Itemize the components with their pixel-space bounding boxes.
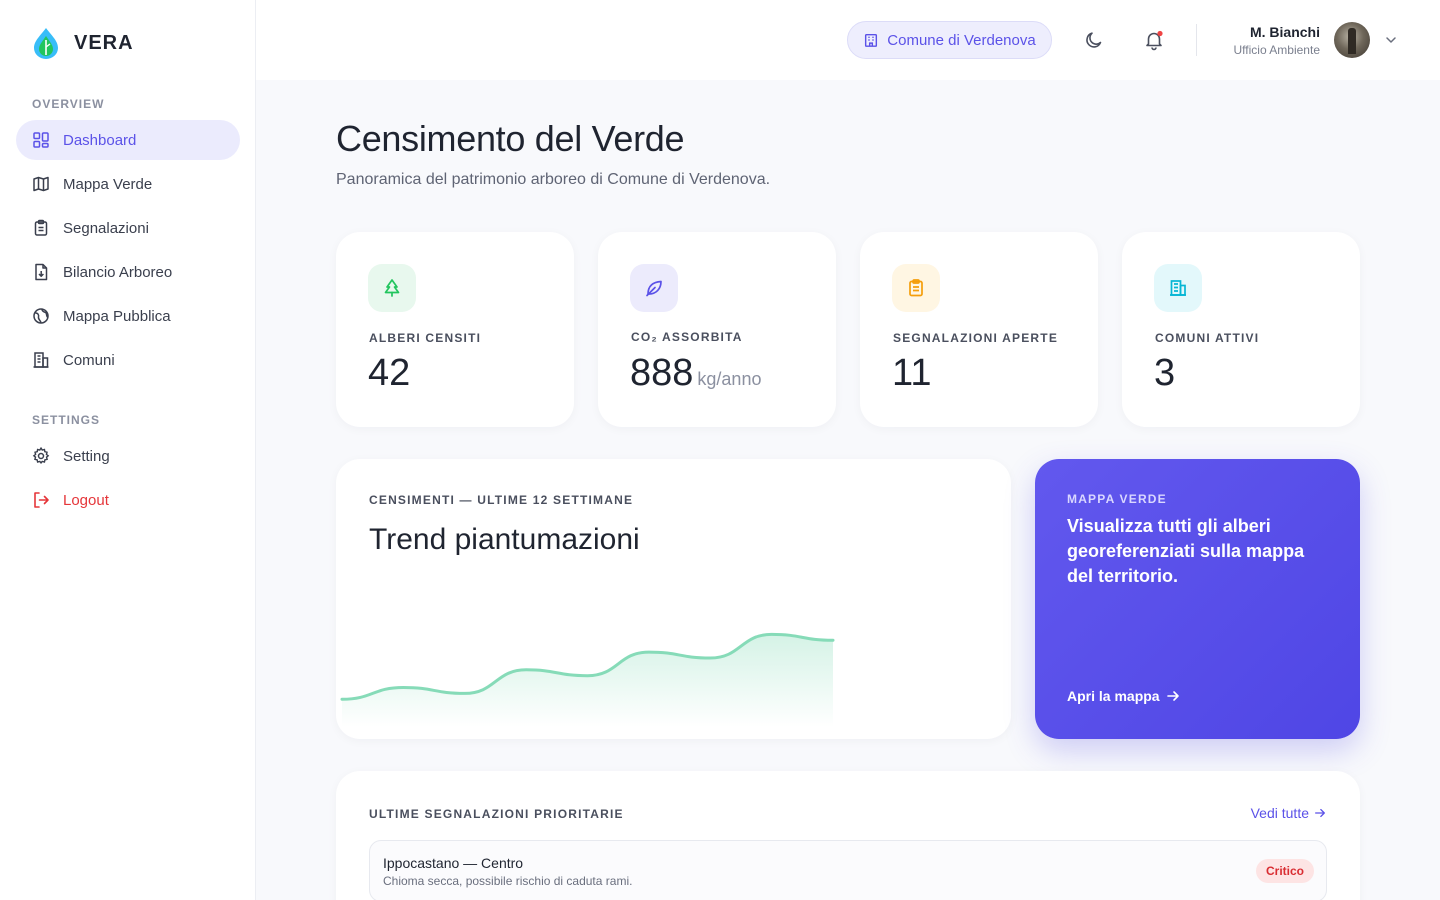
trend-area <box>342 634 833 727</box>
sidebar: VERA OVERVIEW Dashboard Mappa Verde Segn… <box>0 0 256 900</box>
section-overview: OVERVIEW <box>32 97 105 111</box>
report-desc: Chioma secca, possibile rischio di cadut… <box>383 874 633 888</box>
building-icon <box>1170 280 1186 296</box>
municipality-label: Comune di Verdenova <box>887 31 1036 49</box>
view-all-link[interactable]: Vedi tutte <box>1251 805 1326 821</box>
brand-name: VERA <box>74 31 134 54</box>
sidebar-item-bilancio-arboreo[interactable]: Bilancio Arboreo <box>16 252 240 292</box>
stat-value: 42 <box>368 352 411 394</box>
stat-icon-wrap <box>368 264 416 312</box>
header-divider <box>1196 24 1197 56</box>
municipality-selector[interactable]: Comune di Verdenova <box>847 21 1052 59</box>
building-icon <box>33 352 49 368</box>
sidebar-item-label: Segnalazioni <box>63 219 149 237</box>
sidebar-item-mappa-verde[interactable]: Mappa Verde <box>16 164 240 204</box>
map-promo-card[interactable]: MAPPA VERDE Visualizza tutti gli alberi … <box>1035 459 1360 739</box>
trend-line <box>340 632 835 701</box>
stat-value: 11 <box>892 352 932 394</box>
stat-card-alberi: ALBERI CENSITI 42 <box>336 232 574 427</box>
user-name: M. Bianchi <box>1249 24 1320 40</box>
stat-label: SEGNALAZIONI APERTE <box>893 331 1059 345</box>
trend-chart <box>340 632 835 727</box>
leaf-icon <box>646 280 662 297</box>
sidebar-item-setting[interactable]: Setting <box>16 436 240 476</box>
sidebar-item-logout[interactable]: Logout <box>16 480 240 520</box>
stat-label: CO₂ ASSORBITA <box>631 330 743 344</box>
sidebar-item-label: Comuni <box>63 351 115 369</box>
sidebar-item-comuni[interactable]: Comuni <box>16 340 240 380</box>
logout-icon <box>34 492 49 508</box>
priority-reports-card: ULTIME SEGNALAZIONI PRIORITARIE Vedi tut… <box>336 771 1360 900</box>
map-icon <box>33 176 49 192</box>
stat-label: COMUNI ATTIVI <box>1155 331 1260 345</box>
severity-badge: Critico <box>1255 859 1314 883</box>
stat-icon-wrap <box>630 264 678 312</box>
moon-icon <box>1086 32 1102 48</box>
stat-card-co2: CO₂ ASSORBITA 888 kg/anno <box>598 232 836 427</box>
dashboard-grid-icon <box>33 132 49 148</box>
promo-text: Visualizza tutti gli alberi georeferenzi… <box>1067 516 1305 586</box>
report-title: Ippocastano — Centro <box>383 855 524 871</box>
arrow-right-icon <box>1166 691 1179 701</box>
trend-title: Trend piantumazioni <box>369 523 640 556</box>
clipboard-icon <box>34 219 48 236</box>
reports-title: ULTIME SEGNALAZIONI PRIORITARIE <box>369 807 624 821</box>
report-item[interactable]: Ippocastano — Centro Chioma secca, possi… <box>369 840 1327 900</box>
sidebar-item-mappa-pubblica[interactable]: Mappa Pubblica <box>16 296 240 336</box>
sidebar-item-label: Logout <box>63 491 109 509</box>
dark-mode-toggle[interactable] <box>1082 28 1106 52</box>
sidebar-item-label: Bilancio Arboreo <box>63 263 173 281</box>
file-download-icon <box>35 263 48 281</box>
notifications-button[interactable] <box>1142 28 1166 52</box>
open-map-label: Apri la mappa <box>1067 688 1160 704</box>
stat-icon-wrap <box>892 264 940 312</box>
sidebar-item-label: Setting <box>63 447 110 465</box>
top-header: Comune di Verdenova M. Bianchi Ufficio A… <box>256 0 1440 80</box>
promo-eyebrow: MAPPA VERDE <box>1067 492 1167 506</box>
user-role: Ufficio Ambiente <box>1233 43 1321 57</box>
stat-label: ALBERI CENSITI <box>369 331 482 345</box>
sidebar-item-segnalazioni[interactable]: Segnalazioni <box>16 208 240 248</box>
open-map-link[interactable]: Apri la mappa <box>1067 688 1180 704</box>
trend-eyebrow: CENSIMENTI — ULTIME 12 SETTIMANE <box>369 493 634 507</box>
sidebar-item-dashboard[interactable]: Dashboard <box>16 120 240 160</box>
sidebar-item-label: Dashboard <box>63 131 137 149</box>
gear-icon <box>32 447 50 464</box>
section-settings: SETTINGS <box>32 413 101 427</box>
stat-unit: kg/anno <box>697 369 762 389</box>
page-subtitle: Panoramica del patrimonio arboreo di Com… <box>336 171 771 188</box>
view-all-label: Vedi tutte <box>1250 805 1309 821</box>
chevron-down-icon[interactable] <box>1384 33 1398 47</box>
bell-icon <box>1146 30 1163 51</box>
sidebar-item-label: Mappa Pubblica <box>63 307 171 325</box>
building-icon <box>865 33 878 47</box>
stat-card-comuni: COMUNI ATTIVI 3 <box>1122 232 1360 427</box>
stat-icon-wrap <box>1154 264 1202 312</box>
brand[interactable]: VERA <box>32 27 134 59</box>
page-title: Censimento del Verde <box>336 118 685 159</box>
tree-icon <box>384 279 400 297</box>
globe-icon <box>33 308 49 324</box>
avatar[interactable] <box>1334 22 1370 58</box>
sidebar-item-label: Mappa Verde <box>63 175 153 193</box>
clipboard-list-icon <box>909 279 923 297</box>
stat-card-segnalazioni: SEGNALAZIONI APERTE 11 <box>860 232 1098 427</box>
vera-logo-icon <box>34 28 58 59</box>
stat-value: 3 <box>1154 352 1176 394</box>
trend-card: CENSIMENTI — ULTIME 12 SETTIMANE Trend p… <box>336 459 1011 739</box>
arrow-right-icon <box>1315 808 1325 818</box>
stat-value: 888 kg/anno <box>630 352 762 394</box>
